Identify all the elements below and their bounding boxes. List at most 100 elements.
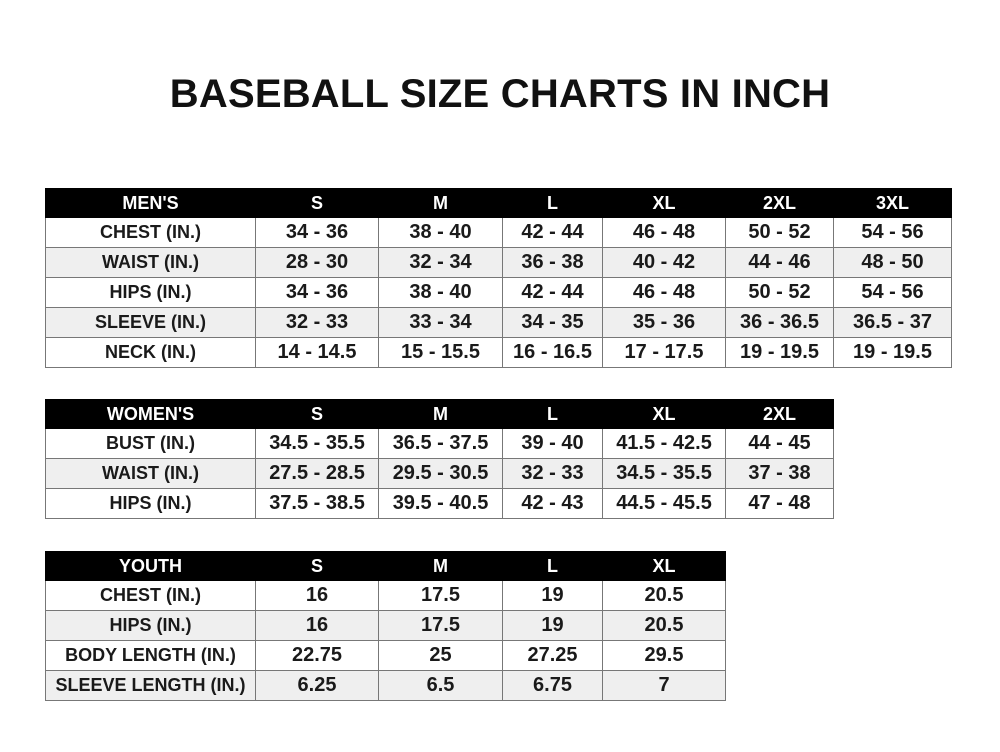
category-header: YOUTH xyxy=(45,551,256,581)
size-value-cell: 6.25 xyxy=(255,670,379,701)
size-value-cell: 17.5 xyxy=(378,580,503,611)
table-row: BODY LENGTH (IN.) 22.75 25 27.25 29.5 xyxy=(45,640,726,671)
measurement-label: HIPS (IN.) xyxy=(45,488,256,519)
size-value-cell: 32 - 34 xyxy=(378,247,503,278)
size-value-cell: 32 - 33 xyxy=(255,307,379,338)
size-value-cell: 42 - 44 xyxy=(502,217,603,248)
size-value-cell: 34.5 - 35.5 xyxy=(255,428,379,459)
size-value-cell: 22.75 xyxy=(255,640,379,671)
size-header: 3XL xyxy=(833,188,952,218)
size-value-cell: 39 - 40 xyxy=(502,428,603,459)
table-row: NECK (IN.) 14 - 14.5 15 - 15.5 16 - 16.5 17 … xyxy=(45,337,952,368)
header-row: WOMEN'S S M L XL 2XL xyxy=(45,399,834,429)
size-value-cell: 46 - 48 xyxy=(602,277,726,308)
measurement-label: SLEEVE (IN.) xyxy=(45,307,256,338)
size-value-cell: 41.5 - 42.5 xyxy=(602,428,726,459)
size-value-cell: 37 - 38 xyxy=(725,458,834,489)
size-value-cell: 15 - 15.5 xyxy=(378,337,503,368)
size-value-cell: 50 - 52 xyxy=(725,277,834,308)
size-value-cell: 32 - 33 xyxy=(502,458,603,489)
size-value-cell: 17 - 17.5 xyxy=(602,337,726,368)
measurement-label: WAIST (IN.) xyxy=(45,247,256,278)
size-value-cell: 19 - 19.5 xyxy=(833,337,952,368)
size-value-cell: 37.5 - 38.5 xyxy=(255,488,379,519)
size-value-cell: 33 - 34 xyxy=(378,307,503,338)
size-header: 2XL xyxy=(725,188,834,218)
size-header: S xyxy=(255,188,379,218)
size-value-cell: 28 - 30 xyxy=(255,247,379,278)
size-value-cell: 16 xyxy=(255,610,379,641)
size-value-cell: 19 xyxy=(502,610,603,641)
size-value-cell: 36.5 - 37.5 xyxy=(378,428,503,459)
size-value-cell: 29.5 xyxy=(602,640,726,671)
womens-size-table: WOMEN'S S M L XL 2XL BUST (IN.) 34.5 - 35.5 36.5… xyxy=(45,399,834,519)
size-value-cell: 42 - 44 xyxy=(502,277,603,308)
youth-size-table: YOUTH S M L XL CHEST (IN.) 16 17.5 19 20.5 HIPS (I… xyxy=(45,551,726,701)
table-row: WAIST (IN.) 28 - 30 32 - 34 36 - 38 40 - 42 4… xyxy=(45,247,952,278)
size-value-cell: 46 - 48 xyxy=(602,217,726,248)
size-value-cell: 20.5 xyxy=(602,610,726,641)
size-value-cell: 48 - 50 xyxy=(833,247,952,278)
size-header: L xyxy=(502,188,603,218)
size-value-cell: 44 - 46 xyxy=(725,247,834,278)
page-title: BASEBALL SIZE CHARTS IN INCH xyxy=(169,72,831,116)
size-value-cell: 20.5 xyxy=(602,580,726,611)
size-header: 2XL xyxy=(725,399,834,429)
size-header: L xyxy=(502,399,603,429)
size-header: S xyxy=(255,399,379,429)
table-row: HIPS (IN.) 34 - 36 38 - 40 42 - 44 46 - 48 50… xyxy=(45,277,952,308)
size-value-cell: 29.5 - 30.5 xyxy=(378,458,503,489)
size-value-cell: 6.5 xyxy=(378,670,503,701)
mens-size-table: MEN'S S M L XL 2XL 3XL CHEST (IN.) 34 - 36 38 - 4… xyxy=(45,188,952,368)
table-row: HIPS (IN.) 16 17.5 19 20.5 xyxy=(45,610,726,641)
table-row: CHEST (IN.) 16 17.5 19 20.5 xyxy=(45,580,726,611)
size-value-cell: 34 - 35 xyxy=(502,307,603,338)
header-row: YOUTH S M L XL xyxy=(45,551,726,581)
size-value-cell: 19 - 19.5 xyxy=(725,337,834,368)
size-value-cell: 47 - 48 xyxy=(725,488,834,519)
size-value-cell: 44.5 - 45.5 xyxy=(602,488,726,519)
table-row: WAIST (IN.) 27.5 - 28.5 29.5 - 30.5 32 - 33… xyxy=(45,458,834,489)
table-row: CHEST (IN.) 34 - 36 38 - 40 42 - 44 46 - 48 5… xyxy=(45,217,952,248)
size-value-cell: 34.5 - 35.5 xyxy=(602,458,726,489)
size-value-cell: 34 - 36 xyxy=(255,277,379,308)
size-value-cell: 19 xyxy=(502,580,603,611)
measurement-label: HIPS (IN.) xyxy=(45,277,256,308)
size-value-cell: 14 - 14.5 xyxy=(255,337,379,368)
size-value-cell: 36 - 38 xyxy=(502,247,603,278)
size-value-cell: 17.5 xyxy=(378,610,503,641)
table-row: SLEEVE LENGTH (IN.) 6.25 6.5 6.75 7 xyxy=(45,670,726,701)
table-row: BUST (IN.) 34.5 - 35.5 36.5 - 37.5 39 - 40 4… xyxy=(45,428,834,459)
size-value-cell: 40 - 42 xyxy=(602,247,726,278)
category-header: MEN'S xyxy=(45,188,256,218)
size-value-cell: 35 - 36 xyxy=(602,307,726,338)
measurement-label: BODY LENGTH (IN.) xyxy=(45,640,256,671)
size-value-cell: 42 - 43 xyxy=(502,488,603,519)
size-header: XL xyxy=(602,399,726,429)
size-header: L xyxy=(502,551,603,581)
size-value-cell: 27.5 - 28.5 xyxy=(255,458,379,489)
table-row: SLEEVE (IN.) 32 - 33 33 - 34 34 - 35 35 - 36… xyxy=(45,307,952,338)
size-value-cell: 27.25 xyxy=(502,640,603,671)
table-row: HIPS (IN.) 37.5 - 38.5 39.5 - 40.5 42 - 43 4… xyxy=(45,488,834,519)
size-value-cell: 16 - 16.5 xyxy=(502,337,603,368)
measurement-label: CHEST (IN.) xyxy=(45,580,256,611)
size-header: S xyxy=(255,551,379,581)
header-row: MEN'S S M L XL 2XL 3XL xyxy=(45,188,952,218)
size-header: M xyxy=(378,551,503,581)
measurement-label: CHEST (IN.) xyxy=(45,217,256,248)
size-value-cell: 38 - 40 xyxy=(378,217,503,248)
size-value-cell: 50 - 52 xyxy=(725,217,834,248)
measurement-label: BUST (IN.) xyxy=(45,428,256,459)
size-header: XL xyxy=(602,188,726,218)
size-header: M xyxy=(378,399,503,429)
size-header: M xyxy=(378,188,503,218)
category-header: WOMEN'S xyxy=(45,399,256,429)
measurement-label: SLEEVE LENGTH (IN.) xyxy=(45,670,256,701)
size-value-cell: 54 - 56 xyxy=(833,217,952,248)
size-header: XL xyxy=(602,551,726,581)
size-value-cell: 39.5 - 40.5 xyxy=(378,488,503,519)
size-value-cell: 6.75 xyxy=(502,670,603,701)
size-value-cell: 36.5 - 37 xyxy=(833,307,952,338)
measurement-label: WAIST (IN.) xyxy=(45,458,256,489)
